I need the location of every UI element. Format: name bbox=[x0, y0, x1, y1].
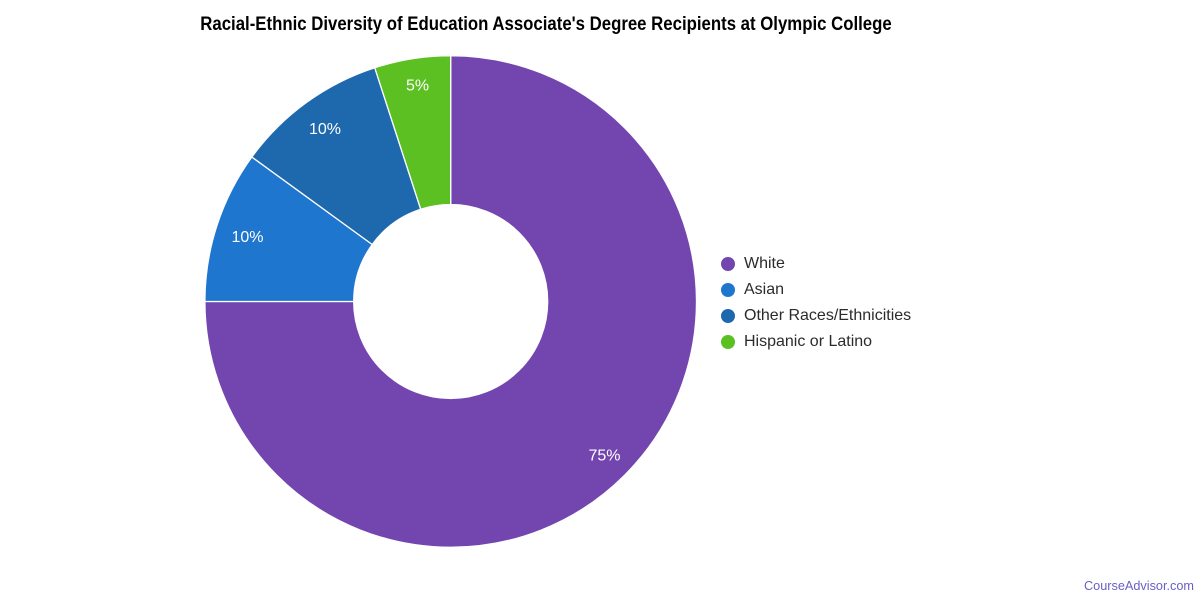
svg-text:5%: 5% bbox=[406, 78, 429, 95]
svg-text:10%: 10% bbox=[309, 121, 341, 138]
svg-text:75%: 75% bbox=[588, 448, 620, 465]
svg-text:10%: 10% bbox=[231, 229, 263, 246]
